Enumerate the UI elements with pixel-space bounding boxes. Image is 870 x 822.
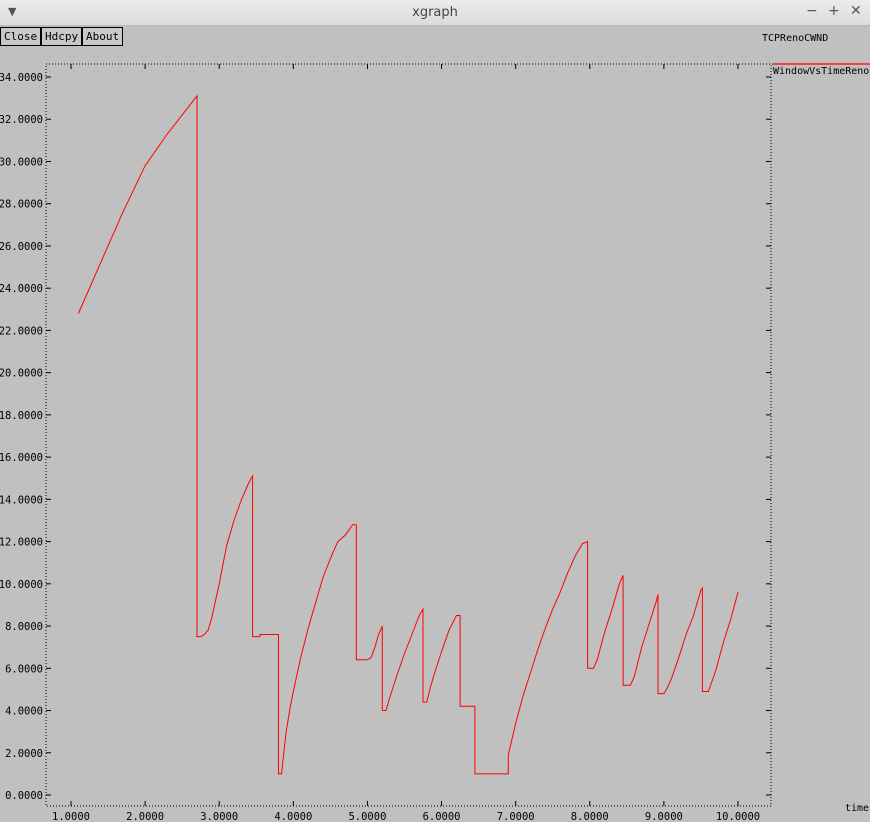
x-tick-label: 6.0000 bbox=[423, 811, 461, 822]
y-tick-label: 10.0000 bbox=[0, 579, 43, 591]
close-window-button[interactable]: ✕ bbox=[850, 3, 862, 19]
y-tick-label: 32.0000 bbox=[0, 114, 43, 126]
close-button[interactable]: Close bbox=[0, 27, 42, 46]
y-tick-label: 26.0000 bbox=[0, 241, 43, 253]
x-tick-label: 5.0000 bbox=[348, 811, 386, 822]
hdcpy-button[interactable]: Hdcpy bbox=[41, 27, 83, 46]
x-tick-label: 10.0000 bbox=[716, 811, 760, 822]
window-titlebar: ▼ xgraph − + ✕ bbox=[0, 0, 870, 26]
minimize-button[interactable]: − bbox=[806, 3, 818, 19]
x-tick-label: 4.0000 bbox=[274, 811, 312, 822]
y-tick-label: 18.0000 bbox=[0, 410, 43, 422]
x-tick-label: 7.0000 bbox=[497, 811, 535, 822]
y-tick-label: 6.0000 bbox=[5, 663, 43, 675]
x-tick-label: 3.0000 bbox=[200, 811, 238, 822]
x-tick-label: 8.0000 bbox=[571, 811, 609, 822]
plot-frame bbox=[45, 63, 772, 807]
legend-label: WindowVsTimeReno bbox=[773, 66, 869, 77]
y-tick-label: 8.0000 bbox=[5, 621, 43, 633]
y-tick-label: 24.0000 bbox=[0, 283, 43, 295]
y-tick-label: 20.0000 bbox=[0, 368, 43, 380]
x-tick-label: 1.0000 bbox=[52, 811, 90, 822]
x-tick-label: 9.0000 bbox=[645, 811, 683, 822]
y-tick-label: 30.0000 bbox=[0, 156, 43, 168]
chart-title: TCPRenoCWND bbox=[762, 33, 829, 44]
x-tick-label: 2.0000 bbox=[126, 811, 164, 822]
series-line-WindowVsTimeReno bbox=[77, 94, 739, 775]
y-tick-label: 4.0000 bbox=[5, 706, 43, 718]
about-button[interactable]: About bbox=[82, 27, 124, 46]
y-tick-label: 2.0000 bbox=[5, 748, 43, 760]
chevron-down-icon[interactable]: ▼ bbox=[8, 5, 17, 18]
window-title: xgraph bbox=[412, 5, 458, 20]
maximize-button[interactable]: + bbox=[828, 3, 840, 19]
x-axis-label: time bbox=[845, 803, 869, 814]
y-tick-label: 12.0000 bbox=[0, 537, 43, 549]
y-tick-label: 16.0000 bbox=[0, 452, 43, 464]
y-tick-label: 0.0000 bbox=[5, 790, 43, 802]
y-tick-label: 14.0000 bbox=[0, 494, 43, 506]
y-tick-label: 28.0000 bbox=[0, 199, 43, 211]
y-tick-label: 22.0000 bbox=[0, 325, 43, 337]
y-tick-label: 34.0000 bbox=[0, 72, 43, 84]
